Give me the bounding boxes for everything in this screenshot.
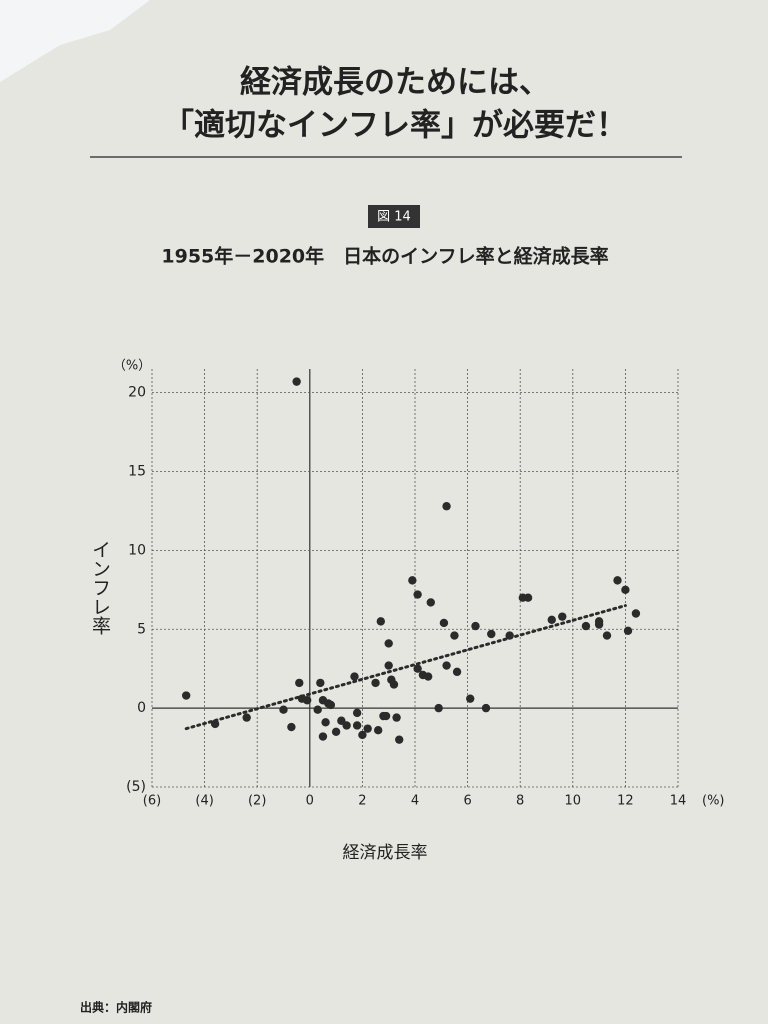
point: [342, 721, 351, 730]
point: [318, 732, 328, 741]
point: [413, 664, 422, 673]
y-tick-label: 10: [128, 542, 146, 558]
point: [450, 631, 459, 640]
point: [326, 700, 336, 710]
point: [384, 639, 393, 648]
figure-label-box: [368, 205, 420, 228]
point: [331, 727, 341, 736]
point: [487, 629, 496, 639]
point: [350, 672, 359, 681]
point: [295, 678, 304, 688]
trend-line: [184, 604, 627, 731]
headline: 経済成長のためには、: [240, 65, 550, 101]
point: [373, 726, 383, 735]
point: [623, 626, 633, 636]
point: [442, 502, 451, 511]
point: [581, 621, 591, 631]
point: [181, 691, 191, 700]
chart-title: 1955年－2020年 日本のインフレ率と経済成長率: [161, 245, 608, 268]
point: [602, 631, 612, 640]
point: [292, 377, 301, 386]
point: [426, 598, 435, 607]
y-tick-label: 15: [128, 464, 146, 480]
x-axis-label: 経済成長率: [343, 843, 428, 863]
point: [384, 661, 393, 670]
x-unit: (%): [702, 794, 725, 809]
point: [505, 631, 514, 640]
point: [442, 661, 451, 670]
x-tick-label: 12: [617, 794, 634, 809]
point: [523, 593, 533, 602]
x-tick-label: (4): [195, 794, 213, 809]
point: [452, 667, 462, 677]
point: [613, 576, 622, 585]
point: [321, 718, 330, 727]
point: [313, 705, 322, 714]
point: [558, 612, 567, 621]
x-tick-label: (6): [143, 794, 161, 809]
point: [242, 713, 251, 722]
point: [547, 615, 556, 624]
point: [631, 609, 641, 618]
point: [481, 703, 491, 713]
point: [439, 618, 449, 628]
x-tick-label: 8: [516, 794, 524, 809]
point: [471, 621, 480, 631]
point: [466, 694, 475, 703]
point: [352, 708, 362, 718]
figure-label: 図 14: [377, 210, 411, 225]
point: [423, 672, 433, 681]
point: [363, 724, 372, 733]
point: [594, 620, 604, 629]
point: [434, 703, 443, 713]
point: [392, 713, 401, 722]
point: [621, 585, 630, 595]
x-tick-label: 2: [358, 794, 366, 809]
point: [279, 705, 288, 714]
y-tick-label: 0: [137, 700, 146, 716]
x-tick-label: 10: [565, 794, 582, 809]
point: [210, 719, 220, 729]
point: [381, 711, 391, 721]
y-tick-label: (5): [126, 779, 146, 795]
y-unit: （%）: [113, 359, 151, 374]
point: [371, 678, 380, 688]
point: [408, 576, 417, 585]
source: 出典：内閣府: [80, 1000, 152, 1015]
x-tick-label: (2): [248, 794, 266, 809]
point: [316, 678, 325, 688]
point: [413, 590, 422, 599]
headline: 「適切なインフレ率」が必要だ！: [163, 108, 627, 144]
point: [376, 617, 386, 626]
y-axis-label: インフレ率: [89, 540, 111, 635]
point: [395, 735, 404, 744]
point: [358, 730, 367, 740]
y-tick-label: 5: [137, 621, 146, 637]
y-tick-label: 20: [128, 385, 146, 401]
x-tick-label: 4: [411, 794, 419, 809]
x-tick-label: 14: [670, 794, 687, 809]
x-tick-label: 6: [463, 794, 471, 809]
point: [389, 680, 399, 689]
page-curl: [0, 0, 150, 82]
point: [287, 722, 296, 732]
point: [302, 696, 312, 705]
point: [352, 721, 362, 730]
x-tick-label: 0: [306, 794, 314, 809]
